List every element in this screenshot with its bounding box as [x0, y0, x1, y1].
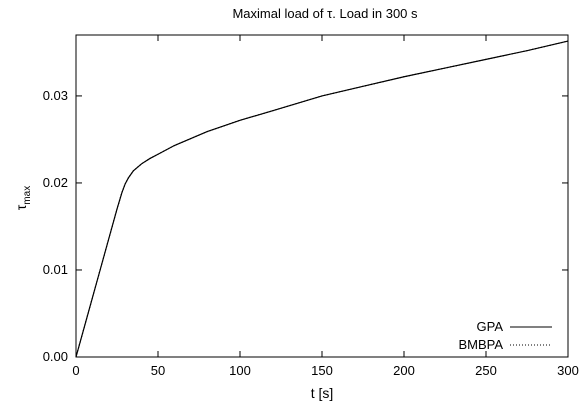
series-layer	[75, 40, 569, 358]
y-tick-label: 0.01	[43, 262, 68, 277]
x-tick-label: 250	[475, 363, 497, 378]
y-axis-label: τmax	[13, 186, 33, 210]
x-tick-label: 200	[393, 363, 415, 378]
x-axis-label: t [s]	[311, 385, 334, 401]
x-tick-label: 0	[72, 363, 79, 378]
chart-title: Maximal load of τ. Load in 300 s	[232, 6, 418, 21]
y-axis-label-base: τ	[13, 204, 29, 210]
y-tick-label: 0.02	[43, 175, 68, 190]
legend: GPA BMBPA	[458, 319, 552, 352]
series-line-bmbpa	[75, 40, 569, 358]
y-tick-label: 0.03	[43, 88, 68, 103]
x-axis-tick-labels: 0 50 100 150 200 250 300	[72, 363, 578, 378]
y-axis-label-sub: max	[22, 186, 33, 205]
y-axis-tick-labels: 0.00 0.01 0.02 0.03	[43, 88, 68, 364]
series-line-gpa	[75, 40, 569, 358]
x-tick-label: 100	[229, 363, 251, 378]
axis-ticks	[75, 35, 569, 358]
x-tick-label: 300	[557, 363, 579, 378]
x-tick-label: 50	[151, 363, 165, 378]
legend-label-gpa: GPA	[477, 319, 504, 334]
y-tick-label: 0.00	[43, 349, 68, 364]
x-tick-label: 150	[311, 363, 333, 378]
legend-label-bmbpa: BMBPA	[458, 337, 503, 352]
plot-area-frame	[75, 34, 569, 358]
